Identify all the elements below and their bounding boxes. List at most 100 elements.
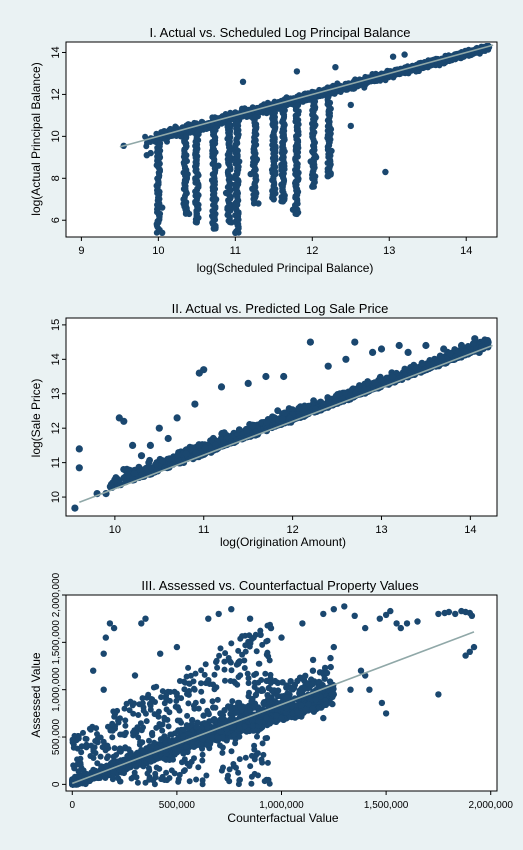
panel-1-y-tick-label: 6 — [50, 217, 62, 223]
scatter-point — [278, 181, 285, 188]
scatter-point — [232, 229, 239, 236]
panel-1-fit-line — [119, 44, 494, 148]
panel-2-x-tick-label: 13 — [375, 524, 387, 536]
scatter-point — [272, 109, 278, 116]
scatter-point — [244, 379, 252, 387]
scatter-point — [405, 70, 412, 77]
scatter-point — [212, 125, 219, 132]
scatter-point — [212, 196, 220, 203]
scatter-point — [471, 335, 479, 343]
scatter-point — [278, 166, 285, 174]
scatter-point — [111, 476, 119, 484]
panel-2-x-tick-label: 11 — [198, 524, 209, 536]
panel-3-x-axis-label: Counterfactual Value — [227, 811, 339, 825]
scatter-point — [232, 181, 239, 188]
scatter-point — [195, 441, 203, 449]
panel-2-fit-line — [79, 344, 493, 503]
scatter-point — [120, 466, 127, 473]
panel-1-y-axis-label: log(Actual Principal Balance) — [29, 62, 43, 215]
scatter-point — [295, 102, 302, 109]
scatter-point — [283, 684, 290, 691]
scatter-point — [287, 678, 294, 685]
scatter-point — [440, 345, 448, 353]
scatter-point — [243, 114, 250, 120]
scatter-point — [325, 93, 332, 100]
panel-3-y-tick-label: 500,000 — [51, 719, 62, 756]
panel-1-x-tick-label: 9 — [78, 245, 84, 257]
scatter-point — [269, 187, 276, 195]
scatter-point — [156, 154, 164, 161]
scatter-point — [270, 196, 277, 203]
panel-2-y-tick-label: 13 — [50, 388, 62, 400]
scatter-point — [159, 204, 166, 211]
scatter-point — [210, 225, 217, 232]
panel-2-x-tick-label: 10 — [109, 524, 121, 536]
panel-1-y-tick-label: 14 — [50, 46, 62, 58]
scatter-point — [253, 156, 261, 163]
scatter-point — [71, 504, 79, 512]
scatter-point — [342, 85, 349, 92]
scatter-point — [212, 441, 219, 449]
scatter-point — [309, 88, 316, 95]
panel-1-x-tick-label: 14 — [460, 245, 472, 257]
scatter-point — [446, 350, 454, 358]
scatter-point — [324, 173, 331, 180]
scatter-point — [438, 355, 446, 363]
scatter-point — [446, 57, 453, 64]
scatter-point — [342, 355, 350, 363]
panel-3: III. Assessed vs. Counterfactual Propert… — [29, 572, 513, 825]
panel-2-y-tick-label: 15 — [50, 319, 62, 331]
scatter-point — [182, 185, 189, 192]
scatter-point — [146, 441, 154, 449]
scatter-point — [377, 377, 385, 385]
scatter-point — [339, 395, 346, 403]
panel-1-y-tick-label: 12 — [50, 88, 62, 100]
scatter-point — [192, 449, 200, 456]
scatter-point — [309, 656, 317, 664]
scatter-point — [215, 162, 222, 169]
scatter-point — [300, 404, 308, 412]
scatter-point — [280, 105, 287, 112]
scatter-point — [137, 452, 146, 460]
scatter-point — [217, 383, 226, 391]
panel-2: II. Actual vs. Predicted Log Sale Price … — [29, 301, 498, 549]
scatter-point — [155, 424, 163, 432]
scatter-point — [221, 707, 228, 714]
panel-2-y-tick-label: 11 — [50, 457, 62, 468]
scatter-point — [484, 338, 492, 346]
scatter-point — [222, 189, 230, 197]
scatter-point — [182, 200, 189, 207]
panel-2-x-tick-label: 12 — [286, 524, 298, 536]
scatter-point — [351, 338, 359, 346]
scatter-point — [289, 206, 297, 213]
scatter-point — [226, 121, 232, 127]
panel-2-y-tick-label: 12 — [50, 422, 62, 434]
scatter-point — [189, 444, 197, 452]
scatter-point — [130, 470, 138, 477]
scatter-point — [371, 379, 379, 387]
panel-3-x-tick-label: 500,000 — [159, 800, 196, 811]
scatter-point — [228, 219, 235, 226]
scatter-point — [182, 450, 190, 458]
scatter-point — [164, 434, 172, 443]
scatter-point — [166, 455, 174, 462]
scatter-point — [332, 63, 339, 71]
scatter-point — [249, 422, 256, 430]
panel-1-x-axis-label: log(Scheduled Principal Balance) — [197, 261, 374, 275]
scatter-point — [120, 417, 128, 425]
scatter-point — [183, 133, 190, 140]
scatter-point — [306, 338, 314, 346]
scatter-point — [295, 404, 303, 412]
scatter-point — [186, 128, 193, 135]
scatter-point — [332, 392, 340, 400]
scatter-point — [155, 162, 162, 169]
scatter-point — [293, 68, 301, 75]
panel-3-y-axis-label: Assessed Value — [29, 652, 43, 737]
scatter-point — [422, 341, 430, 350]
scatter-point — [234, 119, 241, 126]
scatter-point — [209, 212, 216, 220]
scatter-point — [279, 415, 287, 422]
scatter-point — [185, 210, 193, 218]
panel-1-title: I. Actual vs. Scheduled Log Principal Ba… — [150, 25, 411, 40]
scatter-point — [159, 457, 167, 465]
